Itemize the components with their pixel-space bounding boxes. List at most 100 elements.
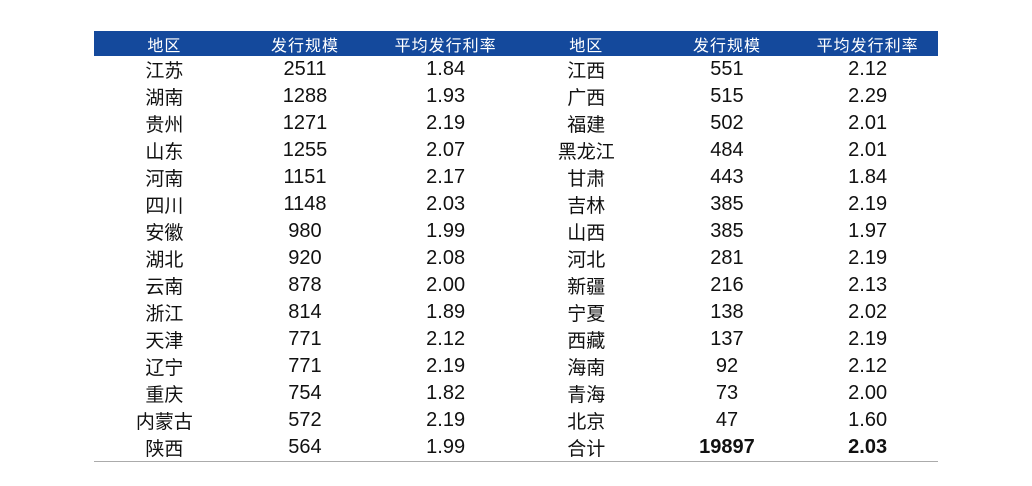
rate-cell: 2.08 [375,245,516,272]
table-row: 湖北 920 2.08 河北 281 2.19 [94,245,938,272]
scale-cell: 771 [234,326,376,353]
scale-cell: 138 [656,299,798,326]
region-cell: 陕西 [94,434,235,462]
table-row: 贵州 1271 2.19 福建 502 2.01 [94,110,938,137]
rate-cell: 2.00 [375,272,516,299]
header-cell-rate-left: 平均发行利率 [375,31,516,56]
rate-cell: 1.84 [375,56,516,83]
scale-cell: 92 [656,353,798,380]
table-row: 内蒙古 572 2.19 北京 47 1.60 [94,407,938,434]
region-cell: 山西 [515,218,657,245]
scale-cell: 2511 [234,56,376,83]
rate-cell: 1.60 [797,407,938,434]
scale-cell: 1151 [234,164,376,191]
rate-cell: 2.03 [797,434,938,462]
scale-cell: 980 [234,218,376,245]
scale-cell: 515 [656,83,798,110]
region-cell: 黑龙江 [515,137,657,164]
table-body: 江苏 2511 1.84 江西 551 2.12 湖南 1288 1.93 广西 515 2.29 贵州… [94,56,938,462]
rate-cell: 1.99 [375,434,516,462]
rate-cell: 2.12 [375,326,516,353]
table-row: 云南 878 2.00 新疆 216 2.13 [94,272,938,299]
rate-cell: 2.19 [797,191,938,218]
region-cell: 湖南 [94,83,235,110]
rate-cell: 2.01 [797,137,938,164]
region-cell: 宁夏 [515,299,657,326]
scale-cell: 19897 [656,434,798,462]
rate-cell: 2.17 [375,164,516,191]
rate-cell: 2.19 [797,245,938,272]
rate-cell: 2.00 [797,380,938,407]
scale-cell: 572 [234,407,376,434]
scale-cell: 754 [234,380,376,407]
scale-cell: 1148 [234,191,376,218]
rate-cell: 1.89 [375,299,516,326]
scale-cell: 878 [234,272,376,299]
region-cell: 浙江 [94,299,235,326]
table-row: 江苏 2511 1.84 江西 551 2.12 [94,56,938,83]
region-cell: 海南 [515,353,657,380]
table-row: 天津 771 2.12 西藏 137 2.19 [94,326,938,353]
region-cell: 吉林 [515,191,657,218]
scale-cell: 385 [656,191,798,218]
table-row: 浙江 814 1.89 宁夏 138 2.02 [94,299,938,326]
header-cell-region-left: 地区 [94,31,235,56]
scale-cell: 73 [656,380,798,407]
region-cell: 江苏 [94,56,235,83]
table-row: 河南 1151 2.17 甘肃 443 1.84 [94,164,938,191]
rate-cell: 1.93 [375,83,516,110]
region-cell: 安徽 [94,218,235,245]
region-cell: 河北 [515,245,657,272]
scale-cell: 1255 [234,137,376,164]
region-cell: 天津 [94,326,235,353]
rate-cell: 2.07 [375,137,516,164]
region-cell: 甘肃 [515,164,657,191]
region-cell: 山东 [94,137,235,164]
header-cell-rate-right: 平均发行利率 [797,31,938,56]
rate-cell: 2.01 [797,110,938,137]
scale-cell: 385 [656,218,798,245]
rate-cell: 2.29 [797,83,938,110]
header-cell-region-right: 地区 [515,31,657,56]
region-cell: 广西 [515,83,657,110]
rate-cell: 2.03 [375,191,516,218]
table-row: 辽宁 771 2.19 海南 92 2.12 [94,353,938,380]
rate-cell: 2.13 [797,272,938,299]
scale-cell: 484 [656,137,798,164]
rate-cell: 1.82 [375,380,516,407]
rate-cell: 2.19 [375,407,516,434]
region-cell: 北京 [515,407,657,434]
scale-cell: 771 [234,353,376,380]
scale-cell: 1271 [234,110,376,137]
table-header-row: 地区 发行规模 平均发行利率 地区 发行规模 平均发行利率 [94,31,938,56]
region-cell: 河南 [94,164,235,191]
rate-cell: 2.12 [797,56,938,83]
table-row: 安徽 980 1.99 山西 385 1.97 [94,218,938,245]
header-cell-scale-right: 发行规模 [656,31,798,56]
scale-cell: 814 [234,299,376,326]
rate-cell: 2.02 [797,299,938,326]
scale-cell: 137 [656,326,798,353]
rate-cell: 1.99 [375,218,516,245]
table-header: 地区 发行规模 平均发行利率 地区 发行规模 平均发行利率 [94,31,938,56]
region-cell: 青海 [515,380,657,407]
region-cell: 云南 [94,272,235,299]
table-row: 四川 1148 2.03 吉林 385 2.19 [94,191,938,218]
region-cell: 湖北 [94,245,235,272]
table-row: 湖南 1288 1.93 广西 515 2.29 [94,83,938,110]
region-cell: 新疆 [515,272,657,299]
region-cell: 重庆 [94,380,235,407]
table-row: 重庆 754 1.82 青海 73 2.00 [94,380,938,407]
region-cell: 贵州 [94,110,235,137]
scale-cell: 564 [234,434,376,462]
rate-cell: 2.19 [797,326,938,353]
region-cell: 西藏 [515,326,657,353]
scale-cell: 551 [656,56,798,83]
rate-cell: 2.12 [797,353,938,380]
scale-cell: 281 [656,245,798,272]
region-cell: 福建 [515,110,657,137]
rate-cell: 2.19 [375,353,516,380]
rate-cell: 2.19 [375,110,516,137]
scale-cell: 443 [656,164,798,191]
